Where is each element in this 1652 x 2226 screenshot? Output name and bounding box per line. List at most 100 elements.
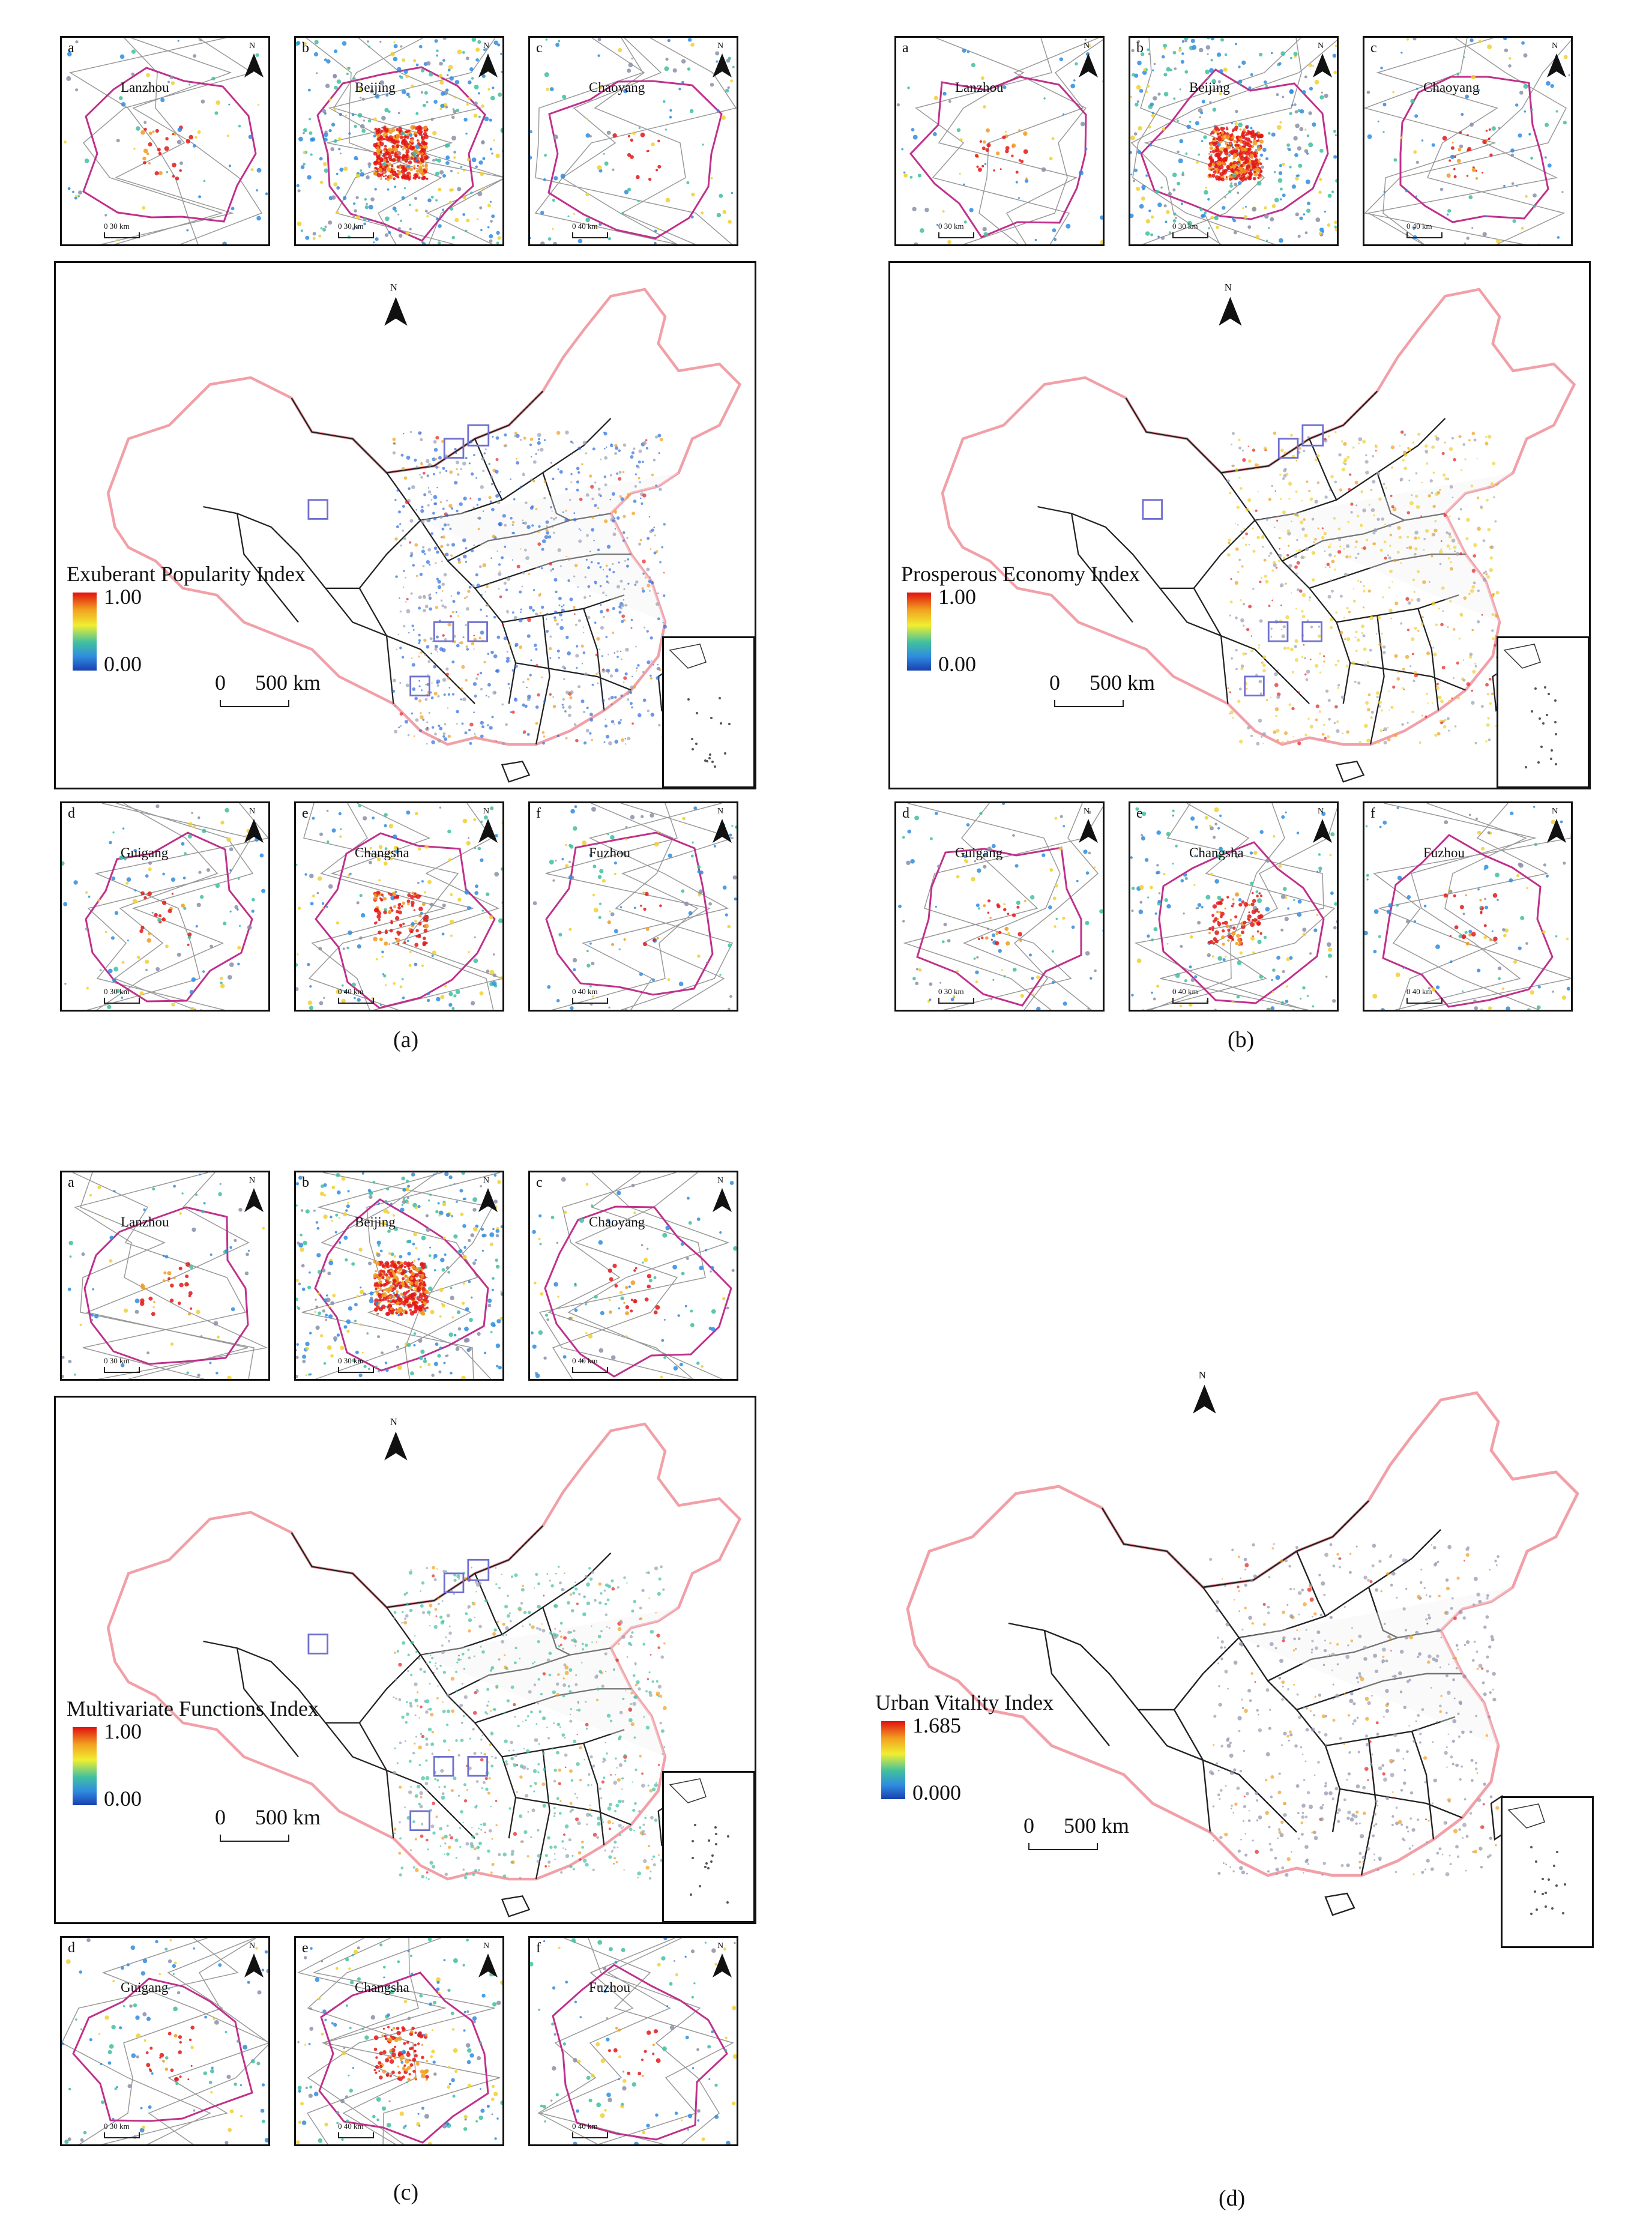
south-china-sea-inset [662,1771,755,1922]
legend-color-ramp [907,593,931,671]
north-arrow-icon: N [475,807,501,845]
inset-map-lanzhou: a Lanzhou N 0 30 km [894,36,1105,246]
south-china-sea-inset [1497,636,1589,788]
inset-scale-bar: 0 40 km [1406,222,1442,238]
inset-map-fuzhou: f Fuzhou N 0 40 km [528,1936,738,2146]
main-map: N Prosperous Economy Index 1.00 0.00 0 500 k… [888,261,1591,789]
inset-map-guigang: d Guigang N 0 30 km [60,1936,270,2146]
legend-title: Prosperous Economy Index [901,562,1140,587]
inset-letter: d [68,806,75,821]
inset-map-lanzhou: a Lanzhou N 0 30 km [60,1171,270,1381]
north-label: N [483,807,490,816]
inset-map-guigang: d Guigang N 0 30 km [60,801,270,1012]
legend-max: 1.00 [104,585,142,609]
inset-city-label: Changsha [1189,845,1244,860]
main-scale-bar: 0 500 km [215,1805,321,1842]
legend-min: 0.00 [104,652,142,677]
scale-zero: 0 [215,1805,226,1829]
inset-map-fuzhou: f Fuzhou N 0 40 km [528,801,738,1012]
north-label: N [717,1941,724,1950]
inset-letter: c [536,40,543,56]
panel-multivariate-functions: a Lanzhou N 0 30 km b Beijing N 0 30 km c Chaoyan… [54,1171,762,2215]
north-arrow-icon: N [709,41,735,80]
north-arrow-icon: N [1543,41,1570,80]
inset-city-label: Guigang [121,845,169,860]
north-arrow-icon: N [241,807,267,845]
north-label: N [249,807,256,816]
inset-letter: f [536,1940,541,1956]
inset-city-label: Guigang [955,845,1003,860]
main-scale-bar: 0 500 km [1023,1813,1130,1850]
inset-city-label: Beijing [355,1214,396,1229]
panel-exuberant-popularity: a Lanzhou N 0 30 km b Beijing N 0 30 km c Chaoyan… [54,36,762,1063]
north-label: N [249,41,256,50]
north-arrow-icon: N [380,1417,412,1463]
main-scale-bar: 0 500 km [1049,670,1156,707]
north-arrow-icon: N [709,807,735,845]
scale-distance: 500 km [1058,1814,1130,1838]
north-label: N [483,41,490,50]
inset-scale-bar: 0 30 km [938,222,974,238]
north-label: N [1552,41,1558,50]
inset-letter: e [302,806,309,821]
legend-title: Urban Vitality Index [875,1691,1054,1715]
inset-scale-bar: 0 40 km [1406,987,1442,1004]
panel-urban-vitality: N Urban Vitality Index 1.685 0.000 0 500 km (… [864,1351,1597,2215]
north-arrow-icon: N [475,41,501,80]
inset-scale-bar: 0 40 km [572,222,608,238]
inset-letter: b [302,40,309,56]
inset-scale-bar: 0 30 km [104,222,140,238]
inset-scale-bar: 0 40 km [1172,987,1208,1004]
inset-city-label: Chaoyang [1423,80,1480,95]
inset-letter: b [1136,40,1144,56]
legend-max: 1.685 [912,1713,961,1737]
inset-letter: a [68,1175,74,1190]
south-china-sea-inset [1501,1796,1594,1948]
inset-city-label: Beijing [1189,80,1230,95]
north-arrow-icon: N [241,1176,267,1214]
scale-distance: 500 km [250,670,321,695]
inset-city-label: Lanzhou [121,1214,169,1229]
inset-scale-bar: 0 40 km [572,987,608,1004]
inset-map-beijing: b Beijing N 0 30 km [294,36,504,246]
inset-letter: a [902,40,909,56]
north-arrow-icon: N [709,1941,735,1980]
legend-max: 1.00 [938,585,976,609]
north-label: N [1084,807,1090,816]
scale-distance: 500 km [1084,670,1156,695]
inset-letter: d [902,806,909,821]
north-arrow-icon: N [1309,41,1336,80]
inset-map-beijing: b Beijing N 0 30 km [1129,36,1339,246]
inset-scale-bar: 0 40 km [572,2122,608,2138]
north-label: N [1084,41,1090,50]
inset-letter: e [302,1940,309,1956]
inset-scale-bar: 0 40 km [338,2122,374,2138]
inset-city-label: Fuzhou [1423,845,1465,860]
main-map: N Urban Vitality Index 1.685 0.000 0 500 km [864,1351,1597,1951]
inset-scale-bar: 0 30 km [338,1356,374,1373]
scale-distance: 500 km [250,1805,321,1829]
legend-color-ramp [73,593,97,671]
north-label: N [249,1941,256,1950]
north-arrow-icon: N [1309,807,1336,845]
north-label: N [249,1176,256,1185]
inset-map-fuzhou: f Fuzhou N 0 40 km [1363,801,1573,1012]
legend-min: 0.000 [912,1781,961,1805]
north-label: N [717,41,724,50]
inset-map-changsha: e Changsha N 0 40 km [1129,801,1339,1012]
scale-zero: 0 [215,670,226,695]
inset-scale-bar: 0 30 km [1172,222,1208,238]
legend-color-ramp [73,1727,97,1806]
north-arrow-icon: N [1214,283,1246,328]
north-arrow-icon: N [241,1941,267,1980]
inset-scale-bar: 0 30 km [104,1356,140,1373]
north-label: N [717,1176,724,1185]
inset-map-changsha: e Changsha N 0 40 km [294,801,504,1012]
inset-city-label: Fuzhou [589,1980,630,1995]
inset-city-label: Changsha [355,1980,409,1995]
main-map: N Multivariate Functions Index 1.00 0.00 0 5… [54,1396,756,1924]
inset-scale-bar: 0 30 km [104,2122,140,2138]
inset-map-beijing: b Beijing N 0 30 km [294,1171,504,1381]
north-arrow-icon: N [709,1176,735,1214]
inset-letter: b [302,1175,309,1190]
